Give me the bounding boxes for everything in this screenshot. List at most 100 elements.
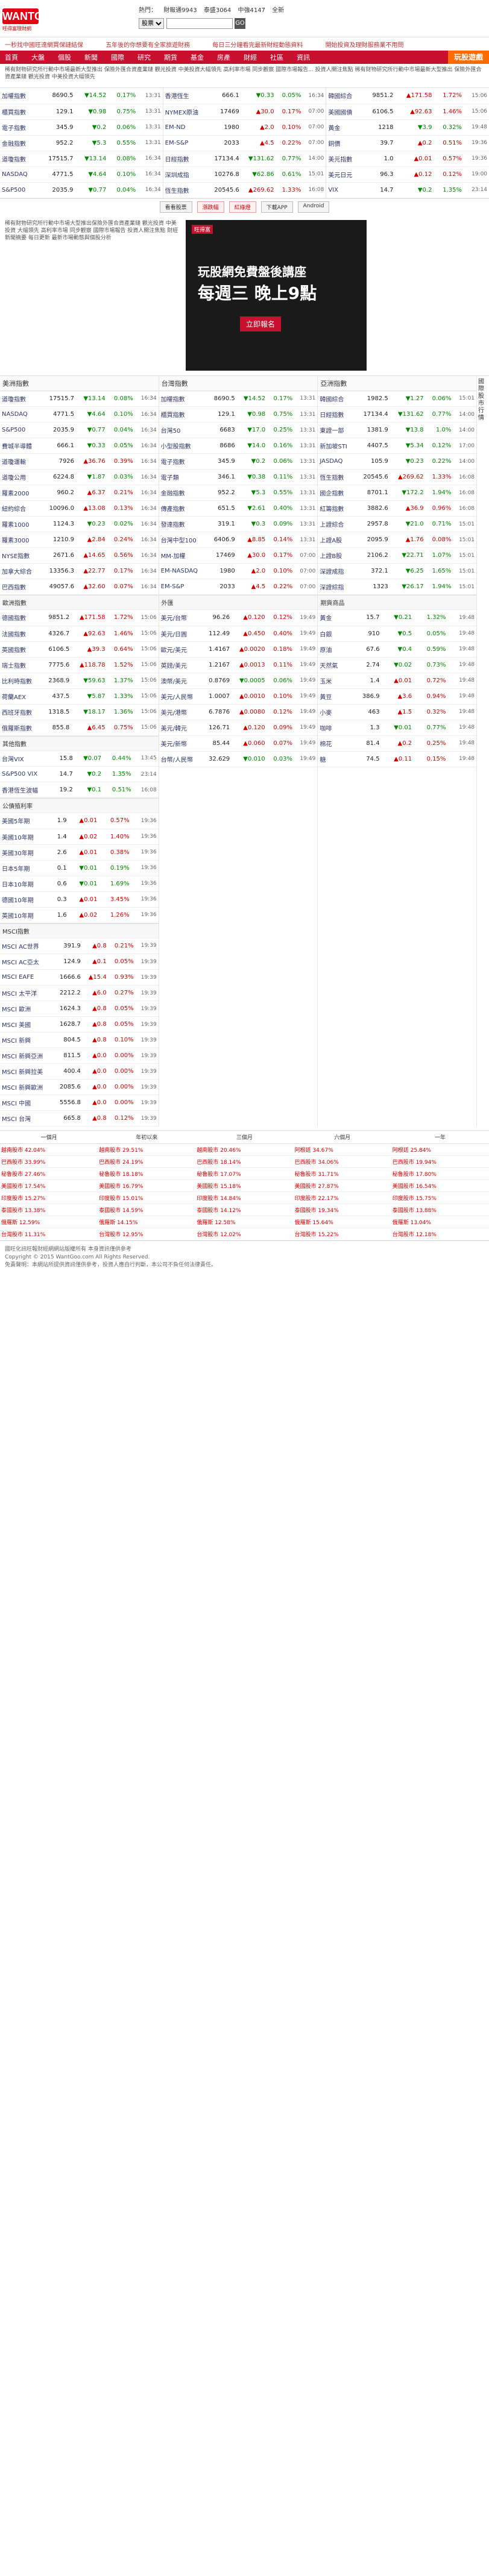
quote-name[interactable]: 黃金 bbox=[318, 610, 350, 626]
quote-row[interactable]: S&P500 2035.9 ▼0.77 0.04% 16:34 bbox=[0, 422, 159, 438]
nav-item[interactable]: 首頁 bbox=[5, 54, 18, 61]
quote-row[interactable]: 英國指數 6106.5 ▲39.3 0.64% 15:06 bbox=[0, 641, 159, 658]
quote-name[interactable]: JASDAQ bbox=[318, 453, 356, 470]
quote-row[interactable]: 英鎊/美元 1.2167 ▲0.0013 0.11% 19:49 bbox=[159, 657, 318, 673]
quote-row[interactable]: 恆生指數 20545.6 ▲269.62 1.33% 16:08 bbox=[163, 182, 326, 198]
quote-name[interactable]: 美元/日圓 bbox=[159, 626, 202, 642]
ranking-column-header[interactable]: 三個月 bbox=[195, 1131, 294, 1144]
quote-name[interactable]: MSCI 新興 bbox=[0, 1032, 54, 1048]
quote-name[interactable]: 台灣中型100 bbox=[159, 532, 207, 548]
quote-name[interactable]: 發達指數 bbox=[159, 516, 207, 532]
ranking-cell[interactable]: 美國股市 16.54% bbox=[391, 1180, 489, 1192]
nav-item[interactable]: 財經 bbox=[244, 54, 257, 61]
quote-row[interactable]: 櫃買指數 129.1 ▼0.98 0.75% 13:31 bbox=[0, 104, 163, 120]
traffic-light-button[interactable]: 紅綠燈 bbox=[229, 201, 256, 213]
quote-name[interactable]: 黃金 bbox=[326, 119, 363, 136]
quote-name[interactable]: 加權指數 bbox=[159, 391, 207, 407]
nav-item[interactable]: 研究 bbox=[137, 54, 151, 61]
quote-row[interactable]: 紐約綜合 10096.0 ▲13.08 0.13% 16:34 bbox=[0, 500, 159, 517]
ad-banner[interactable]: 旺得富 玩股網免費盤後講座 每週三 晚上9點 立即報名 bbox=[186, 219, 367, 371]
nav-item[interactable]: 大盤 bbox=[31, 54, 45, 61]
quote-row[interactable]: 台灣50 6683 ▼17.0 0.25% 13:31 bbox=[159, 422, 318, 438]
quote-name[interactable]: 韓國綜合 bbox=[318, 391, 356, 407]
quote-name[interactable]: MSCI 新興歐洲 bbox=[0, 1079, 54, 1095]
quote-row[interactable]: MSCI 新興歐洲 2085.6 ▲0.0 0.00% 19:39 bbox=[0, 1079, 159, 1095]
quote-row[interactable]: 原油 67.6 ▼0.4 0.59% 19:48 bbox=[318, 641, 477, 658]
quote-name[interactable]: NYSE指數 bbox=[0, 547, 42, 564]
quote-row[interactable]: 金融指數 952.2 ▼5.3 0.55% 13:31 bbox=[0, 135, 163, 151]
quote-row[interactable]: MSCI AC世界 391.9 ▲0.8 0.21% 19:39 bbox=[0, 938, 159, 954]
quote-name[interactable]: 東證一部 bbox=[318, 422, 356, 438]
nav-item[interactable]: 社區 bbox=[270, 54, 283, 61]
quote-row[interactable]: EM-NASDAQ 1980 ▲2.0 0.10% 07:00 bbox=[159, 563, 318, 579]
quote-row[interactable]: MSCI EAFE 1666.6 ▲15.4 0.93% 19:39 bbox=[0, 969, 159, 985]
quote-row[interactable]: 加權指數 8690.5 ▼14.52 0.17% 13:31 bbox=[159, 391, 318, 407]
quote-row[interactable]: NASDAQ 4771.5 ▼4.64 0.10% 16:34 bbox=[0, 166, 163, 183]
quote-row[interactable]: 韓國綜合 1982.5 ▼1.27 0.06% 15:01 bbox=[318, 391, 477, 407]
quote-name[interactable]: 國企指數 bbox=[318, 485, 356, 501]
ranking-cell[interactable]: 泰國股市 13.38% bbox=[0, 1204, 98, 1216]
quote-row[interactable]: EM-S&P 2033 ▲4.5 0.22% 07:00 bbox=[163, 135, 326, 151]
ranking-cell[interactable]: 巴西股市 18.14% bbox=[195, 1155, 294, 1168]
quote-name[interactable]: 美國5年期 bbox=[0, 813, 50, 829]
quote-row[interactable]: 深證綜指 1323 ▼26.17 1.94% 15:01 bbox=[318, 579, 477, 595]
quote-row[interactable]: 荷蘭AEX 437.5 ▼5.87 1.33% 15:06 bbox=[0, 688, 159, 705]
quote-row[interactable]: 俄羅斯指數 855.8 ▲6.45 0.75% 15:06 bbox=[0, 720, 159, 736]
ranking-cell[interactable]: 巴西股市 33.99% bbox=[0, 1155, 98, 1168]
hot-link[interactable]: 泰盛3064 bbox=[203, 7, 232, 14]
quote-name[interactable]: 原油 bbox=[318, 641, 350, 658]
quote-name[interactable]: 電子類 bbox=[159, 469, 207, 485]
search-input[interactable] bbox=[166, 18, 233, 29]
quote-name[interactable]: 道瓊指數 bbox=[0, 391, 42, 407]
quote-row[interactable]: 日經指數 17134.4 ▼131.62 0.77% 14:00 bbox=[163, 151, 326, 167]
quote-row[interactable]: 歐元/美元 1.4167 ▲0.0020 0.18% 19:49 bbox=[159, 641, 318, 658]
quote-name[interactable]: 加拿大綜合 bbox=[0, 563, 42, 579]
quote-name[interactable]: EM-NASDAQ bbox=[159, 563, 207, 579]
quote-name[interactable]: 羅素1000 bbox=[0, 516, 42, 532]
quote-row[interactable]: 加拿大綜合 13356.3 ▲22.77 0.17% 16:34 bbox=[0, 563, 159, 579]
ranking-column-header[interactable]: 一年 bbox=[391, 1131, 489, 1144]
ranking-cell[interactable]: 秘魯股市 31.71% bbox=[293, 1167, 391, 1180]
ranking-cell[interactable]: 泰國股市 14.59% bbox=[98, 1204, 196, 1216]
ranking-cell[interactable]: 美國股市 16.79% bbox=[98, 1180, 196, 1192]
quote-name[interactable]: 台灣50 bbox=[159, 422, 207, 438]
quote-row[interactable]: 黃金 15.7 ▼0.21 1.32% 19:48 bbox=[318, 610, 477, 626]
quote-row[interactable]: 美元/台幣 96.26 ▲0.120 0.12% 19:49 bbox=[159, 610, 318, 626]
quote-name[interactable]: 美元指數 bbox=[326, 151, 363, 167]
quote-row[interactable]: MSCI 太平洋 2212.2 ▲6.0 0.27% 19:39 bbox=[0, 985, 159, 1001]
service-link[interactable]: 每日三分鐘看完最新財經動態資料 bbox=[212, 42, 303, 49]
quote-row[interactable]: 發達指數 319.1 ▼0.3 0.09% 13:31 bbox=[159, 516, 318, 532]
ranking-cell[interactable]: 巴西股市 19.94% bbox=[391, 1155, 489, 1168]
quote-name[interactable]: 美元/人民幣 bbox=[159, 688, 202, 705]
ranking-cell[interactable]: 秘魯股市 17.80% bbox=[391, 1167, 489, 1180]
quote-name[interactable]: 銅價 bbox=[326, 135, 363, 151]
quote-name[interactable]: 天然氣 bbox=[318, 657, 350, 673]
quote-name[interactable]: 瑞士指數 bbox=[0, 657, 42, 673]
quote-row[interactable]: 道瓊指數 17515.7 ▼13.14 0.08% 16:34 bbox=[0, 391, 159, 407]
quote-name[interactable]: EM-S&P bbox=[163, 135, 207, 151]
quote-row[interactable]: 天然氣 2.74 ▼0.02 0.73% 19:48 bbox=[318, 657, 477, 673]
quote-name[interactable]: NYMEX原油 bbox=[163, 104, 207, 120]
quote-name[interactable]: 美元/韓元 bbox=[159, 720, 202, 736]
quote-row[interactable]: 香港恆生 666.1 ▼0.33 0.05% 16:34 bbox=[163, 88, 326, 104]
ranking-cell[interactable]: 美國股市 17.54% bbox=[0, 1180, 98, 1192]
quote-name[interactable]: 英國10年期 bbox=[0, 907, 50, 923]
android-button[interactable]: Android bbox=[297, 201, 330, 213]
quote-name[interactable]: 金融指數 bbox=[159, 485, 207, 501]
ranking-cell[interactable]: 台灣股市 12.95% bbox=[98, 1228, 196, 1240]
hot-link[interactable]: 財報通9943 bbox=[163, 7, 197, 14]
quote-name[interactable]: 加權指數 bbox=[0, 88, 39, 104]
watch-stocks-button[interactable]: 看看股票 bbox=[159, 201, 192, 213]
ranking-cell[interactable]: 印度股市 15.01% bbox=[98, 1192, 196, 1204]
ranking-cell[interactable]: 美國股市 15.18% bbox=[195, 1180, 294, 1192]
quote-name[interactable]: 傳產指數 bbox=[159, 500, 207, 517]
quote-row[interactable]: 香港恆生波幅 19.2 ▼0.1 0.51% 16:08 bbox=[0, 782, 159, 798]
quote-row[interactable]: 美元/人民幣 1.0007 ▲0.0010 0.10% 19:49 bbox=[159, 688, 318, 705]
gain-loss-button[interactable]: 漲跌幅 bbox=[197, 201, 224, 213]
quote-name[interactable]: 美國30年期 bbox=[0, 844, 50, 861]
quote-name[interactable]: 日經指數 bbox=[163, 151, 207, 167]
quote-row[interactable]: 美國5年期 1.9 ▲0.01 0.57% 19:36 bbox=[0, 813, 159, 829]
ranking-cell[interactable]: 阿根廷 25.84% bbox=[391, 1143, 489, 1156]
quote-name[interactable]: MSCI 中國 bbox=[0, 1095, 54, 1111]
quote-row[interactable]: EM-ND 1980 ▲2.0 0.10% 07:00 bbox=[163, 119, 326, 136]
